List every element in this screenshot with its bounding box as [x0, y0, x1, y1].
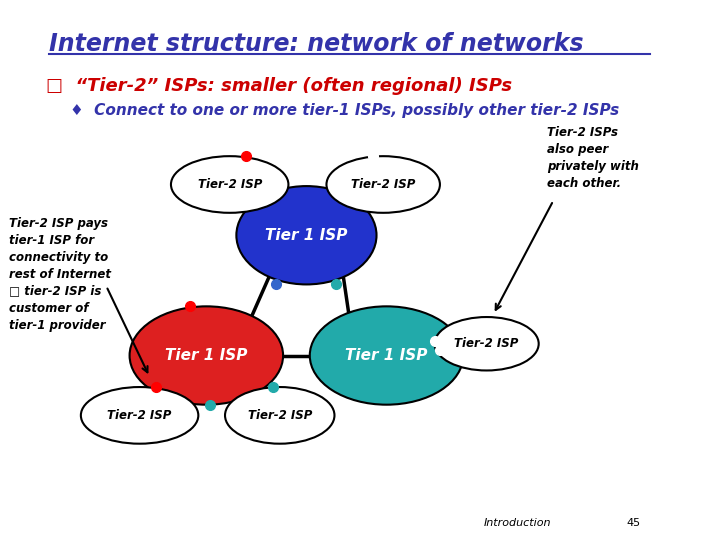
Text: Tier-2 ISP: Tier-2 ISP	[107, 409, 172, 422]
Text: Tier 1 ISP: Tier 1 ISP	[265, 228, 348, 243]
Text: Tier 1 ISP: Tier 1 ISP	[346, 348, 428, 363]
Ellipse shape	[310, 306, 463, 404]
Ellipse shape	[130, 306, 283, 404]
Text: Tier-2 ISP: Tier-2 ISP	[248, 409, 312, 422]
Ellipse shape	[225, 387, 335, 444]
Ellipse shape	[326, 156, 440, 213]
Text: Tier-2 ISP: Tier-2 ISP	[351, 178, 415, 191]
Text: Tier-2 ISP: Tier-2 ISP	[454, 338, 519, 350]
Text: Tier-2 ISP: Tier-2 ISP	[197, 178, 262, 191]
Ellipse shape	[435, 317, 539, 370]
Ellipse shape	[236, 186, 377, 285]
Text: Introduction: Introduction	[483, 518, 551, 528]
Text: Tier 1 ISP: Tier 1 ISP	[165, 348, 248, 363]
Text: □  “Tier-2” ISPs: smaller (often regional) ISPs: □ “Tier-2” ISPs: smaller (often regional…	[46, 77, 513, 94]
Text: ♦  Connect to one or more tier-1 ISPs, possibly other tier-2 ISPs: ♦ Connect to one or more tier-1 ISPs, po…	[70, 103, 618, 118]
Text: Internet structure: network of networks: Internet structure: network of networks	[50, 32, 584, 56]
Ellipse shape	[81, 387, 198, 444]
Text: Tier-2 ISP pays
tier-1 ISP for
connectivity to
rest of Internet
□ tier-2 ISP is
: Tier-2 ISP pays tier-1 ISP for connectiv…	[9, 217, 112, 332]
Text: Tier-2 ISPs
also peer
privately with
each other.: Tier-2 ISPs also peer privately with eac…	[546, 126, 639, 190]
Text: 45: 45	[627, 518, 641, 528]
Ellipse shape	[171, 156, 289, 213]
